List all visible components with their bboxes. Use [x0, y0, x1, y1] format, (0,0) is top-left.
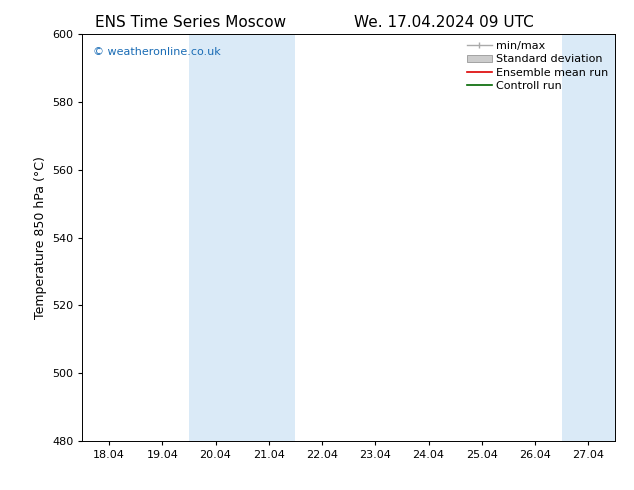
Text: ENS Time Series Moscow: ENS Time Series Moscow: [94, 15, 286, 30]
Y-axis label: Temperature 850 hPa (°C): Temperature 850 hPa (°C): [34, 156, 46, 319]
Legend: min/max, Standard deviation, Ensemble mean run, Controll run: min/max, Standard deviation, Ensemble me…: [463, 37, 612, 96]
Text: © weatheronline.co.uk: © weatheronline.co.uk: [93, 47, 221, 56]
Bar: [189, 34, 295, 441]
Bar: [562, 34, 615, 441]
Text: We. 17.04.2024 09 UTC: We. 17.04.2024 09 UTC: [354, 15, 534, 30]
